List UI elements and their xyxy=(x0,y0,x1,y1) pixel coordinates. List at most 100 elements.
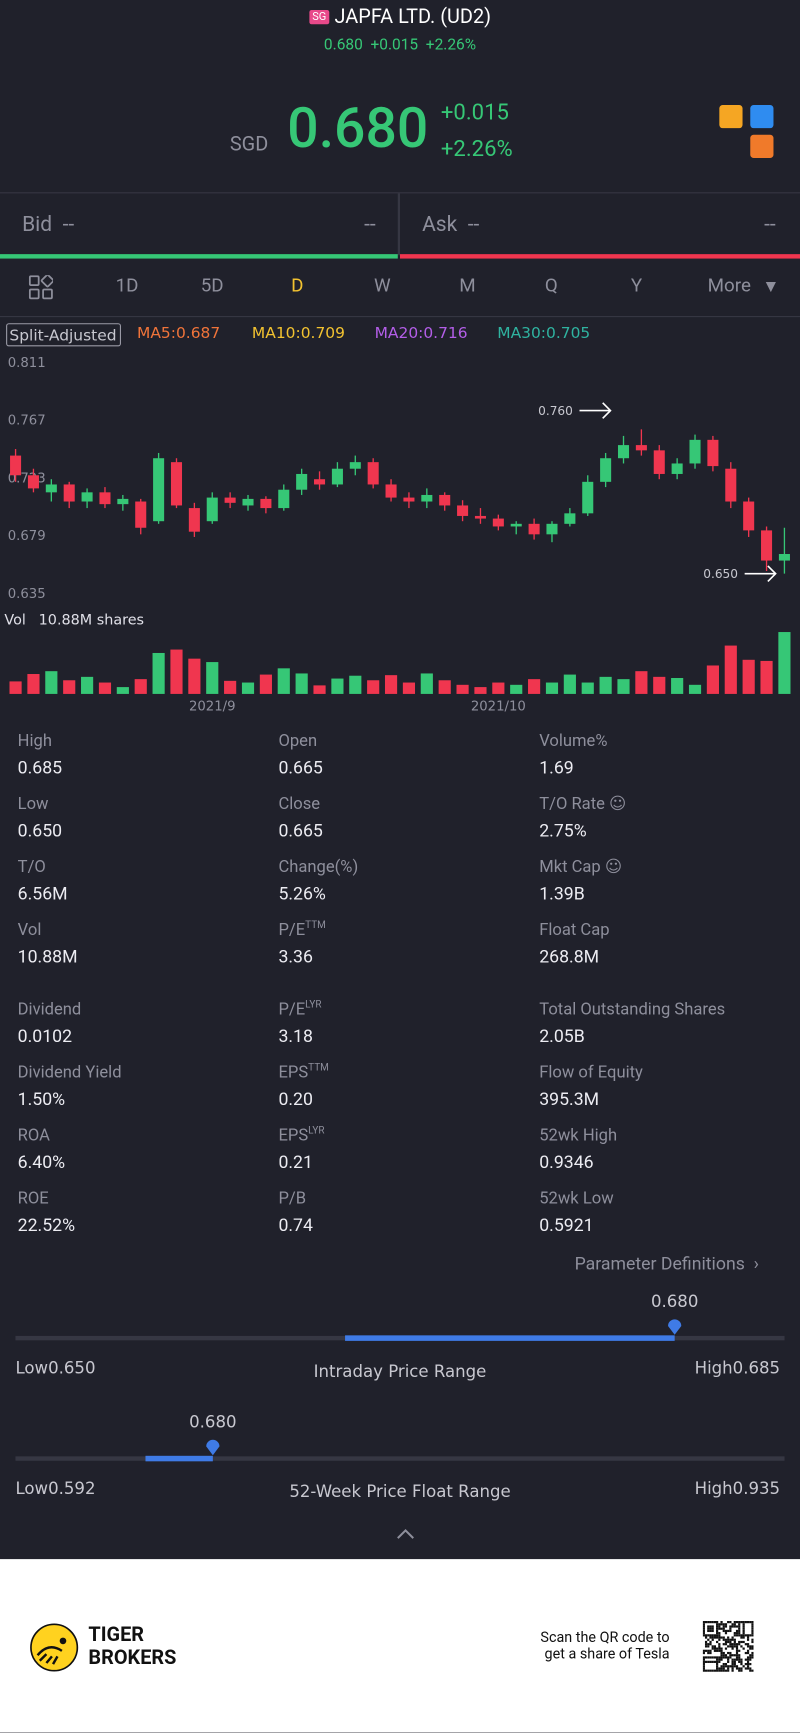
icon-flash[interactable] xyxy=(750,104,774,129)
qr-cell xyxy=(709,1669,712,1672)
candle-body xyxy=(385,484,397,498)
collapse-chevron[interactable] xyxy=(396,1527,416,1540)
qr-cell xyxy=(731,1647,734,1650)
qr-cell xyxy=(746,1667,750,1670)
qr-cell xyxy=(733,1620,736,1624)
volume-label: Vol xyxy=(4,612,25,628)
stat-label-text: EPS xyxy=(278,1124,309,1145)
qr-cell xyxy=(746,1662,750,1666)
qr-cell xyxy=(738,1654,741,1657)
range-title: Intraday Price Range xyxy=(314,1362,487,1381)
stat-label-text: ROE xyxy=(17,1187,49,1208)
qr-cell xyxy=(702,1627,705,1630)
qr-cell xyxy=(707,1638,710,1641)
volume-bar xyxy=(456,684,469,694)
icon-trend[interactable] xyxy=(750,134,774,159)
qr-cell xyxy=(738,1627,741,1630)
tab[interactable]: Y xyxy=(630,275,643,298)
stat-label-text: Low xyxy=(17,793,49,814)
qr-cell xyxy=(707,1649,710,1652)
market-badge: SG xyxy=(308,9,330,25)
qr-cell xyxy=(716,1636,719,1639)
qr-cell xyxy=(709,1656,712,1659)
volume-bar xyxy=(367,680,380,694)
qr-cell xyxy=(744,1634,747,1637)
tab[interactable]: W xyxy=(373,275,391,298)
qr-cell xyxy=(720,1647,723,1650)
stat-label: Change(%) xyxy=(278,856,358,876)
qr-cell xyxy=(727,1640,730,1644)
candle-body xyxy=(117,498,129,505)
qr-cell xyxy=(735,1632,739,1635)
volume-bar xyxy=(778,632,791,694)
volume-bar xyxy=(152,652,165,694)
stat-label: P/B xyxy=(278,1188,306,1208)
qr-cell xyxy=(749,1654,752,1657)
icon-dollar[interactable] xyxy=(719,104,743,129)
tab[interactable]: 1D xyxy=(115,275,139,298)
volume-bar xyxy=(313,685,326,694)
candle-body xyxy=(474,515,486,519)
qr-cell xyxy=(751,1647,754,1650)
qr-cell xyxy=(709,1649,712,1652)
volume-bar xyxy=(599,676,612,694)
tab[interactable]: Q xyxy=(544,275,558,298)
volume-bar xyxy=(528,679,541,694)
candle-body xyxy=(492,518,504,527)
qr-cell xyxy=(709,1625,712,1628)
stat-label-sup: LYR xyxy=(308,1125,325,1138)
ma-legend: MA30:0.705 xyxy=(497,324,590,342)
qr-cell xyxy=(751,1640,754,1644)
qr-cell xyxy=(733,1638,736,1641)
stat-label: Close xyxy=(278,793,320,813)
scan-line: get a share of Tesla xyxy=(544,1646,670,1663)
qr-cell xyxy=(751,1656,754,1659)
qr-cell xyxy=(735,1625,739,1628)
stat-label-sup: TTM xyxy=(305,920,326,932)
qr-cell xyxy=(751,1620,754,1624)
tab[interactable]: M xyxy=(459,275,476,298)
stat-value: 1.39B xyxy=(539,882,585,904)
qr-cell xyxy=(729,1625,732,1628)
layout-icon[interactable] xyxy=(28,275,54,300)
qr-cell xyxy=(711,1625,714,1628)
stat-value: 0.0102 xyxy=(17,1025,73,1047)
qr-cell xyxy=(740,1667,743,1670)
qr-cell xyxy=(704,1636,708,1639)
volume-bar xyxy=(653,676,666,694)
ask-price: -- xyxy=(467,211,480,237)
stat-value: 2.05B xyxy=(539,1025,585,1047)
param-link[interactable]: Parameter Definitions › xyxy=(574,1253,759,1275)
y-tick-label: 0.767 xyxy=(8,414,46,429)
info-icon[interactable]: ☺ xyxy=(600,856,623,877)
qr-cell xyxy=(729,1638,732,1641)
qr-cell xyxy=(713,1634,717,1637)
qr-cell xyxy=(744,1651,747,1655)
stat-label-text: 52wk High xyxy=(539,1124,618,1145)
qr-cell xyxy=(735,1629,739,1633)
qr-cell xyxy=(716,1620,719,1624)
brand-line: BROKERS xyxy=(88,1646,177,1670)
stat-value: 395.3M xyxy=(539,1088,600,1110)
volume-bar xyxy=(492,682,505,694)
currency: SGD xyxy=(229,132,269,156)
tab[interactable]: D xyxy=(291,275,304,298)
candle-body xyxy=(331,468,343,485)
tab[interactable]: 5D xyxy=(200,275,224,298)
qr-cell xyxy=(709,1629,712,1633)
qr-cell xyxy=(716,1647,719,1650)
qr-cell xyxy=(738,1660,741,1663)
qr-cell xyxy=(751,1669,754,1672)
qr-cell xyxy=(749,1647,752,1650)
stat-label: Open xyxy=(278,730,317,750)
qr-cell xyxy=(740,1658,743,1661)
qr-cell xyxy=(707,1634,710,1637)
tab[interactable]: More xyxy=(707,275,751,298)
qr-cell xyxy=(727,1658,730,1661)
qr-cell xyxy=(716,1660,719,1663)
volume-bar xyxy=(510,684,523,694)
ask-label: Ask xyxy=(422,211,458,237)
qr-cell xyxy=(742,1665,745,1668)
info-icon[interactable]: ☺ xyxy=(604,793,627,814)
param-link-text[interactable]: Parameter Definitions xyxy=(574,1253,745,1275)
